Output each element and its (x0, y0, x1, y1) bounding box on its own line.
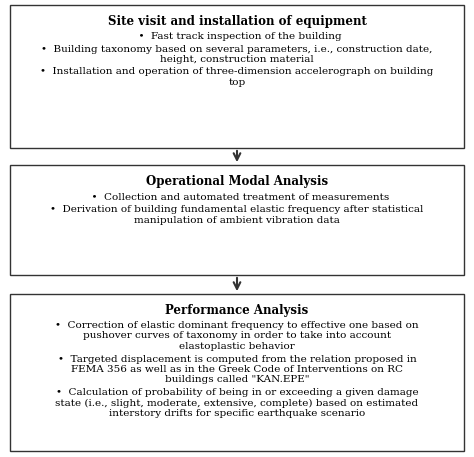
Text: interstory drifts for specific earthquake scenario: interstory drifts for specific earthquak… (109, 409, 365, 418)
Text: •  Derivation of building fundamental elastic frequency after statistical: • Derivation of building fundamental ela… (50, 206, 424, 214)
Text: top: top (228, 78, 246, 87)
Text: •  Correction of elastic dominant frequency to effective one based on: • Correction of elastic dominant frequen… (55, 321, 419, 330)
Text: Operational Modal Analysis: Operational Modal Analysis (146, 175, 328, 188)
Text: buildings called "KAN.EPE": buildings called "KAN.EPE" (165, 376, 309, 384)
Text: •  Installation and operation of three-dimension accelerograph on building: • Installation and operation of three-di… (40, 68, 434, 76)
Bar (10, 294, 464, 451)
Text: FEMA 356 as well as in the Greek Code of Interventions on RC: FEMA 356 as well as in the Greek Code of… (71, 365, 403, 374)
Text: manipulation of ambient vibration data: manipulation of ambient vibration data (134, 216, 340, 225)
Text: Site visit and installation of equipment: Site visit and installation of equipment (108, 15, 366, 28)
Text: state (i.e., slight, moderate, extensive, complete) based on estimated: state (i.e., slight, moderate, extensive… (55, 399, 419, 408)
Text: Performance Analysis: Performance Analysis (165, 304, 309, 317)
Text: •  Calculation of probability of being in or exceeding a given damage: • Calculation of probability of being in… (55, 388, 419, 397)
Text: pushover curves of taxonomy in order to take into account: pushover curves of taxonomy in order to … (83, 331, 391, 340)
Text: •  Fast track inspection of the building: • Fast track inspection of the building (132, 32, 342, 41)
Text: height, construction material: height, construction material (160, 55, 314, 64)
Text: •  Collection and automated treatment of measurements: • Collection and automated treatment of … (85, 193, 389, 202)
Text: •  Targeted displacement is computed from the relation proposed in: • Targeted displacement is computed from… (58, 355, 416, 363)
Text: elastoplastic behavior: elastoplastic behavior (179, 342, 295, 351)
Text: •  Building taxonomy based on several parameters, i.e., construction date,: • Building taxonomy based on several par… (41, 44, 433, 53)
Bar (10, 5, 464, 148)
Bar (10, 165, 464, 275)
